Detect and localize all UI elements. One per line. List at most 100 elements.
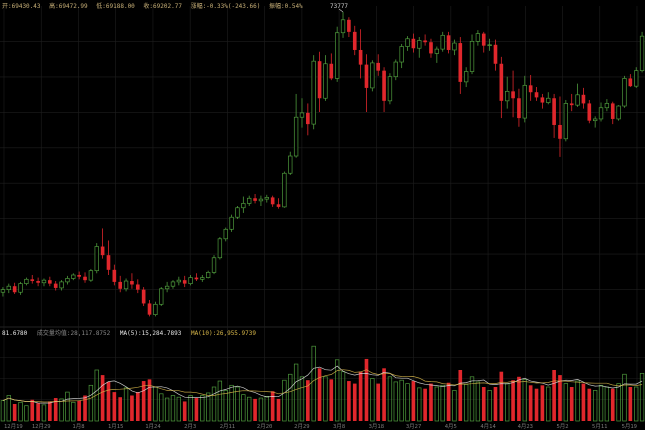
candle-body	[604, 103, 610, 109]
volume-bar	[329, 379, 334, 421]
candle-body	[293, 116, 299, 157]
volume-bar	[323, 376, 328, 422]
volume-bar	[587, 388, 592, 421]
volume-bar	[24, 405, 29, 422]
volume-bar	[36, 403, 40, 421]
candle-body	[323, 63, 328, 99]
candle-body	[24, 278, 29, 284]
candle-body	[481, 33, 486, 46]
candle-body	[616, 105, 621, 120]
candle-body	[270, 197, 275, 205]
candle-body	[118, 281, 123, 289]
candle-body	[94, 246, 99, 272]
candle-body	[159, 288, 164, 305]
candle-body	[299, 112, 305, 118]
volume-bar	[229, 384, 234, 422]
candle-body	[317, 61, 322, 99]
volume-bar	[411, 381, 416, 421]
volume-bar	[130, 395, 134, 421]
candle-body	[417, 40, 422, 49]
candle-body	[493, 44, 498, 64]
volume-bar	[634, 386, 639, 422]
volume-bar	[370, 378, 375, 422]
candle-body	[487, 44, 492, 47]
volume-bar	[6, 395, 11, 422]
volume-bar	[217, 380, 223, 422]
candle-body	[329, 63, 334, 79]
volume-bar	[628, 387, 633, 421]
volume-bar	[540, 385, 545, 421]
volume-bar	[352, 383, 357, 421]
change-percent: 涨幅:-0.33%(-243.66)	[190, 3, 261, 10]
volume-bar	[364, 358, 369, 421]
candle-body	[229, 216, 234, 230]
candle-body	[334, 32, 340, 79]
volume-bar	[569, 387, 574, 421]
candle-body	[123, 280, 129, 290]
volume-bar	[317, 368, 322, 421]
volume-bar	[458, 370, 463, 421]
x-tick-label: 5月19	[622, 423, 637, 430]
candle-body	[463, 71, 469, 83]
candle-body	[276, 204, 281, 207]
candle-body	[429, 42, 433, 54]
candle-body	[358, 49, 363, 65]
candle-body	[393, 61, 398, 78]
candle-body	[194, 277, 199, 280]
volume-bar	[487, 390, 492, 422]
candle-body	[200, 277, 205, 280]
volume-bar	[558, 375, 562, 421]
volume-bar	[452, 390, 457, 422]
max-price-pointer	[338, 8, 344, 13]
volume-bar	[534, 388, 539, 421]
candle-body	[352, 31, 357, 50]
volume-bar	[159, 393, 164, 422]
candle-body	[253, 198, 257, 201]
volume-bar	[106, 381, 111, 421]
ohlc-header: 开:69430.43 高:69472.99 低:69188.00 收:69202…	[2, 1, 308, 10]
candle-body	[258, 198, 264, 202]
candle-body	[217, 238, 223, 259]
candle-body	[558, 124, 562, 139]
candle-body	[188, 277, 193, 284]
candle-body	[311, 60, 316, 125]
volume-bar	[528, 385, 533, 421]
candle-body	[534, 92, 539, 98]
candle-body	[83, 276, 87, 281]
amplitude: 振幅:0.54%	[269, 3, 303, 10]
volume-bar	[65, 391, 70, 422]
volume-bar	[481, 387, 486, 421]
candle-body	[288, 155, 293, 174]
candle-body	[411, 38, 416, 49]
volume-bar	[616, 383, 621, 422]
candle-body	[575, 94, 580, 106]
candle-body	[88, 270, 94, 281]
volume-bar	[399, 379, 404, 422]
x-tick-label: 12月29	[32, 423, 51, 430]
volume-bar	[247, 396, 252, 422]
volume-bar	[211, 386, 217, 422]
volume-bar	[164, 397, 170, 422]
candle-body	[405, 38, 410, 47]
volume-bar	[71, 401, 76, 422]
volume-bar	[463, 384, 469, 422]
candle-body	[223, 228, 228, 240]
volume-bar	[48, 401, 52, 421]
x-tick-label: 2月20	[257, 423, 272, 430]
volume-bar	[393, 381, 398, 422]
high-price: 高:69472.99	[49, 3, 88, 10]
volume-bar	[170, 395, 176, 422]
candle-body	[387, 76, 393, 102]
volume-bar	[405, 383, 410, 422]
candle-body	[581, 94, 586, 104]
volume-bar	[223, 390, 228, 422]
candle-body	[211, 257, 217, 273]
candle-body	[517, 98, 521, 119]
volume-bar	[581, 383, 586, 421]
volume-bar	[546, 386, 551, 422]
volume-bar	[446, 382, 451, 421]
volume-bar	[94, 369, 99, 422]
volume-bar	[592, 390, 598, 422]
volume-bar	[376, 383, 381, 421]
candle-body	[48, 280, 52, 284]
